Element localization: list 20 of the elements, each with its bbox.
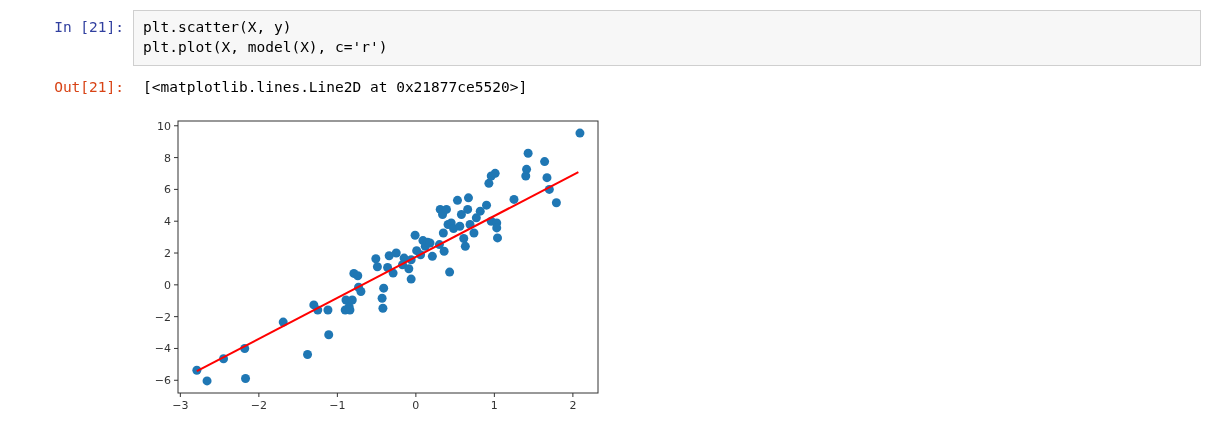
text: [<matplotlib.lines.Line2D at 0x21877ce5520>] <box>143 79 528 95</box>
y-tick-label: −6 <box>154 374 171 388</box>
x-tick-label: −3 <box>172 399 189 412</box>
text: plt.plot(X, model(X), c='r') <box>143 39 388 55</box>
x-tick-label: 0 <box>412 399 420 412</box>
y-tick-label: 2 <box>164 247 171 261</box>
text: plt.scatter(X, y) <box>143 19 292 35</box>
text: In [21]: <box>54 19 124 35</box>
y-tick-label: −2 <box>154 310 171 324</box>
y-tick-label: 0 <box>164 278 171 292</box>
x-tick-label: −1 <box>329 399 346 412</box>
x-tick-label: −2 <box>250 399 267 412</box>
y-tick-label: 6 <box>164 183 171 197</box>
y-tick-label: 10 <box>157 119 171 133</box>
y-tick-label: −4 <box>154 342 171 356</box>
y-tick-label: 4 <box>164 215 171 229</box>
y-tick-label: 8 <box>164 151 171 165</box>
x-tick-label: 1 <box>490 399 498 412</box>
x-tick-label: 2 <box>569 399 577 412</box>
text: Out[21]: <box>54 79 124 95</box>
